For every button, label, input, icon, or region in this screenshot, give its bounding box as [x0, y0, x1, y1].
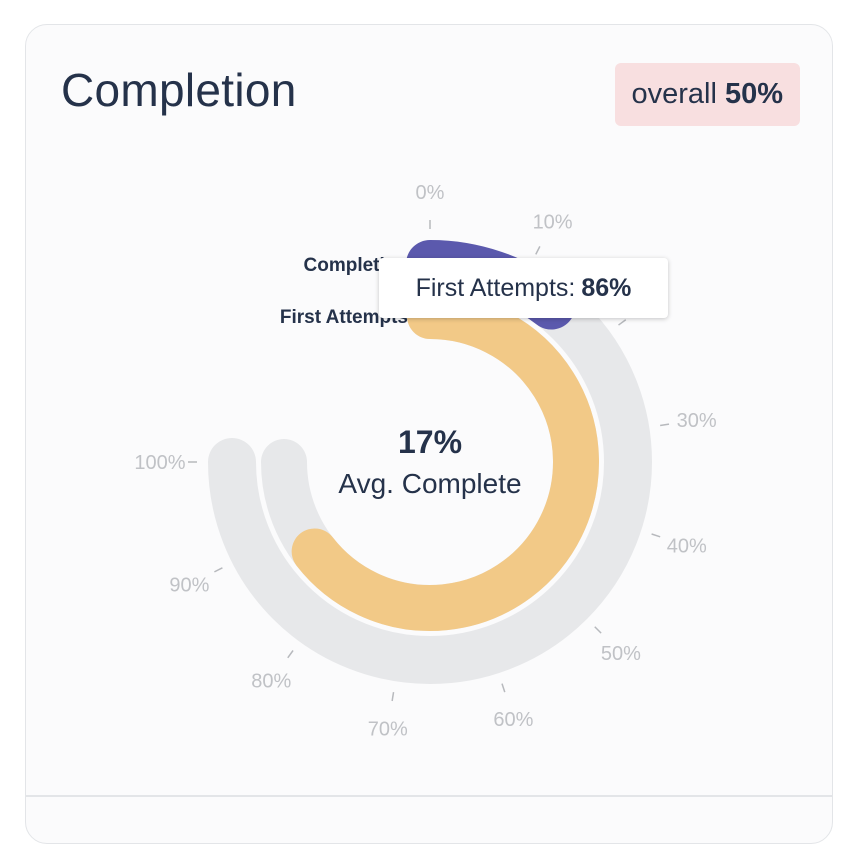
tick-label: 0%	[416, 182, 445, 204]
tooltip-label: First Attempts:	[415, 273, 576, 302]
badge-prefix: overall	[631, 78, 717, 110]
tick-mark	[660, 423, 670, 427]
tick-mark	[391, 692, 395, 702]
tick-mark	[214, 567, 223, 573]
tick-mark	[594, 626, 602, 634]
first-attempts-series-label: First Attempts	[280, 307, 408, 328]
card-divider	[26, 795, 832, 797]
tick-label: 60%	[493, 709, 533, 731]
tick-label: 70%	[368, 719, 408, 741]
tick-mark	[535, 246, 541, 255]
first-attempts-bar[interactable]	[291, 293, 599, 631]
tooltip-value: 86%	[581, 273, 632, 302]
tick-mark	[618, 319, 627, 326]
tick-label: 10%	[533, 211, 573, 233]
tick-label: 50%	[601, 643, 641, 665]
completion-card: Completion overall 50%	[25, 24, 833, 844]
center-label: Avg. Complete	[338, 468, 521, 499]
tick-mark	[651, 533, 661, 538]
card-title: Completion	[61, 64, 297, 116]
tick-label: 90%	[169, 575, 209, 597]
tick-label: 100%	[134, 452, 185, 474]
tick-label: 40%	[667, 535, 707, 557]
chart-tooltip: First Attempts: 86%	[379, 258, 668, 318]
center-value: 17%	[398, 424, 462, 460]
tick-label: 30%	[677, 410, 717, 432]
badge-value: 50%	[724, 78, 783, 110]
tick-mark	[287, 650, 294, 659]
overall-badge: overall 50%	[614, 63, 800, 126]
completion-radial-chart: 0%10%20%30%40%50%60%70%80%90%100% Comple…	[134, 182, 717, 741]
tick-mark	[501, 683, 506, 693]
tick-label: 80%	[251, 670, 291, 692]
